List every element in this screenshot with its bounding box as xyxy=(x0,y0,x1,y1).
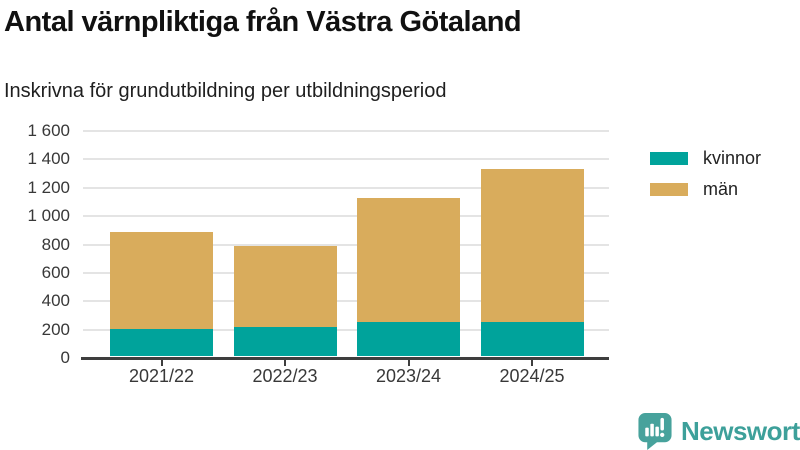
gridline xyxy=(83,243,609,246)
y-axis-tick-label: 200 xyxy=(41,319,70,339)
y-axis-tick-label: 800 xyxy=(41,234,70,254)
chart-subtitle: Inskrivna för grundutbildning per utbild… xyxy=(4,80,447,102)
x-axis-line xyxy=(81,356,609,360)
x-axis-tick xyxy=(407,359,410,366)
y-axis-tick-label: 0 xyxy=(60,348,70,367)
bar-segment-kvinnor-2021/22 xyxy=(110,328,213,357)
gridline xyxy=(83,300,609,303)
bar-segment-män-2023/24 xyxy=(357,197,460,323)
legend-item-kvinnor: kvinnor xyxy=(650,147,761,169)
gridline xyxy=(83,130,609,132)
legend-item-man: män xyxy=(650,178,761,200)
y-axis-tick-label: 1 400 xyxy=(27,149,70,169)
legend-swatch-kvinnor xyxy=(650,151,688,165)
bar-chart-speech-bubble-icon xyxy=(638,413,672,450)
y-axis-tick-label: 1 200 xyxy=(27,177,70,197)
x-axis-tick xyxy=(160,359,163,366)
x-axis-label: 2021/22 xyxy=(128,366,195,386)
bar-segment-kvinnor-2023/24 xyxy=(357,322,460,357)
y-axis-tick-label: 1 600 xyxy=(27,121,70,140)
x-axis-tick xyxy=(531,359,533,366)
y-axis-tick-label: 1 000 xyxy=(27,206,70,226)
legend-label-kvinnor: kvinnor xyxy=(703,147,762,168)
x-axis-label: 2024/25 xyxy=(499,366,565,386)
gridline xyxy=(83,328,609,331)
legend-swatch-man xyxy=(650,182,688,196)
bar-segment-kvinnor-2022/23 xyxy=(233,327,337,357)
newsworthy-brand-text: Newsworthy xyxy=(681,416,800,446)
gridline xyxy=(83,271,609,274)
y-axis-tick-label: 400 xyxy=(41,291,70,311)
legend-label-man: män xyxy=(703,178,739,199)
gridline xyxy=(83,215,609,218)
bar-segment-kvinnor-2024/25 xyxy=(480,322,584,357)
chart-title: Antal värnpliktiga från Västra Götaland xyxy=(4,6,522,38)
x-axis-label: 2023/24 xyxy=(375,366,442,386)
x-axis-tick xyxy=(284,359,286,366)
bar-segment-män-2022/23 xyxy=(233,245,337,328)
y-axis-tick-label: 600 xyxy=(41,262,70,282)
legend: kvinnor män xyxy=(650,147,761,200)
gridline xyxy=(83,186,609,189)
bar-segment-män-2021/22 xyxy=(110,231,213,329)
newsworthy-logo[interactable]: Newsworthy xyxy=(638,413,800,450)
bar-segment-män-2024/25 xyxy=(480,168,584,323)
gridline xyxy=(83,158,609,161)
x-axis-label: 2022/23 xyxy=(252,366,318,386)
